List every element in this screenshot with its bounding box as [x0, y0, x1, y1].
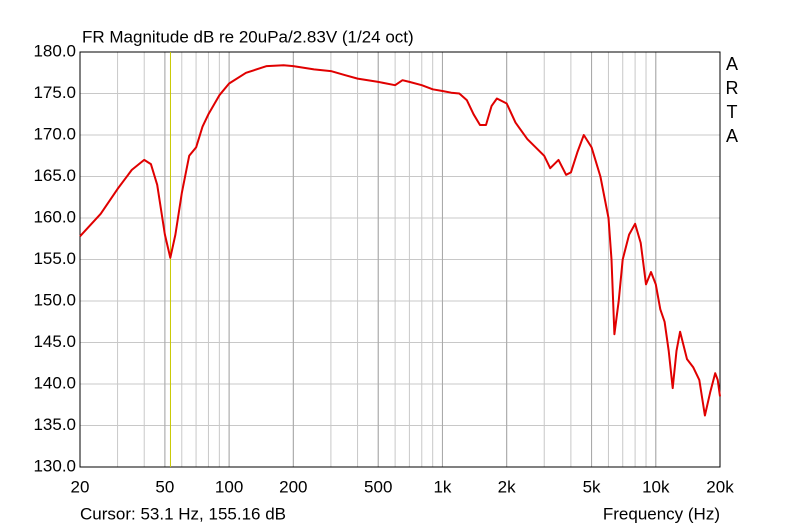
y-tick-label: 180.0	[33, 41, 76, 60]
y-tick-label: 145.0	[33, 332, 76, 351]
x-tick-label: 5k	[583, 477, 601, 496]
response-line	[79, 64, 721, 417]
x-axis-label: Frequency (Hz)	[603, 504, 720, 523]
cursor-readout: Cursor: 53.1 Hz, 155.16 dB	[80, 504, 286, 523]
x-tick-label: 100	[215, 477, 243, 496]
y-tick-label: 160.0	[33, 207, 76, 226]
x-tick-label: 200	[279, 477, 307, 496]
y-tick-label: 140.0	[33, 373, 76, 392]
y-tick-label: 135.0	[33, 415, 76, 434]
x-tick-label: 500	[364, 477, 392, 496]
y-tick-label: 155.0	[33, 249, 76, 268]
y-tick-label: 170.0	[33, 124, 76, 143]
y-tick-label: 150.0	[33, 290, 76, 309]
watermark: ARTA	[725, 54, 739, 146]
y-tick-label: 165.0	[33, 166, 76, 185]
chart-title: FR Magnitude dB re 20uPa/2.83V (1/24 oct…	[82, 27, 414, 46]
x-tick-label: 1k	[433, 477, 451, 496]
x-tick-label: 10k	[642, 477, 670, 496]
y-tick-label: 175.0	[33, 83, 76, 102]
x-tick-label: 20k	[706, 477, 734, 496]
x-tick-label: 50	[155, 477, 174, 496]
plot-frame	[79, 51, 721, 468]
y-tick-label: 130.0	[33, 456, 76, 475]
x-tick-label: 2k	[498, 477, 516, 496]
x-tick-label: 20	[71, 477, 90, 496]
